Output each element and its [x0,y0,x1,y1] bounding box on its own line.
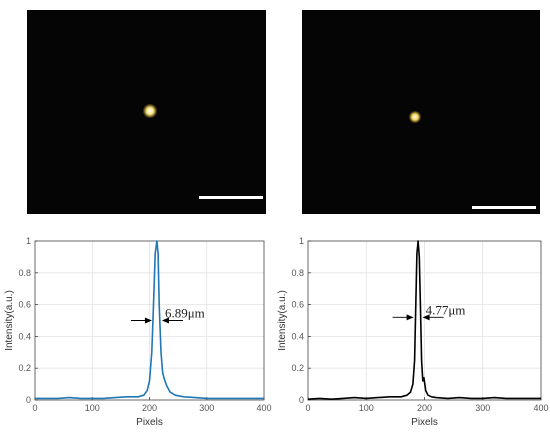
right-y-tick-label: 1 [299,236,304,246]
left-y-tick-label: 0.4 [18,331,31,341]
right-x-tick-label: 0 [305,403,310,413]
left-intensity-profile-line [35,240,264,400]
right-fwhm-annotation: 4.77μm [426,302,466,317]
left-chart: 0 100 200 300 400 0 0.2 0.4 0.6 0.8 1 Pixels Intensi… [4,236,272,428]
right-x-axis-label: Pixels [411,417,438,428]
left-x-tick-label: 200 [142,403,157,413]
left-y-axis-label: Intensity(a.u.) [4,290,15,351]
left-y-tick-label: 0 [26,395,31,405]
right-spot-image [302,10,540,214]
left-x-tick-label: 400 [256,403,271,413]
left-y-tick-label: 1 [26,236,31,246]
left-y-tick-label: 0.8 [18,268,31,278]
left-y-tick-label: 0.6 [18,300,31,310]
right-y-axis-label: Intensity(a.u.) [277,290,288,351]
right-fwhm-arrow-left-head [406,314,414,321]
right-fwhm-arrow-right-head [422,314,430,321]
left-x-axis-label: Pixels [136,417,163,428]
right-y-tick-label: 0.8 [291,268,304,278]
right-y-tick-label: 0.2 [291,363,304,373]
left-focal-spot [143,104,157,118]
left-scale-bar [199,196,263,199]
right-x-tick-label: 100 [359,403,374,413]
right-x-tick-label: 400 [533,403,548,413]
left-fwhm-arrow-left-head [144,317,152,324]
right-intensity-profile-line [307,240,541,401]
right-x-tick-label: 200 [417,403,432,413]
left-x-tick-label: 100 [85,403,100,413]
left-x-tick-label: 300 [199,403,214,413]
right-y-tick-label: 0.6 [291,300,304,310]
right-focal-spot [409,111,421,123]
left-y-tick-label: 0.2 [18,363,31,373]
right-chart: 0 100 200 300 400 0 0.2 0.4 0.6 0.8 1 Pixels Intensi… [277,236,549,428]
right-y-tick-label: 0 [299,395,304,405]
left-fwhm-annotation: 6.89μm [165,306,205,321]
left-spot-image [27,10,266,214]
left-fwhm-arrow-right-head [161,317,169,324]
right-x-tick-label: 300 [475,403,490,413]
right-scale-bar [472,206,536,209]
right-y-tick-label: 0.4 [291,331,304,341]
left-x-tick-label: 0 [32,403,37,413]
